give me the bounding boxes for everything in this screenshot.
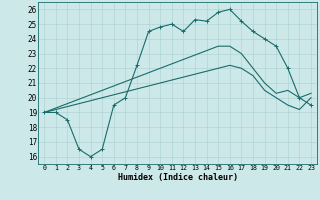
X-axis label: Humidex (Indice chaleur): Humidex (Indice chaleur) <box>118 173 238 182</box>
